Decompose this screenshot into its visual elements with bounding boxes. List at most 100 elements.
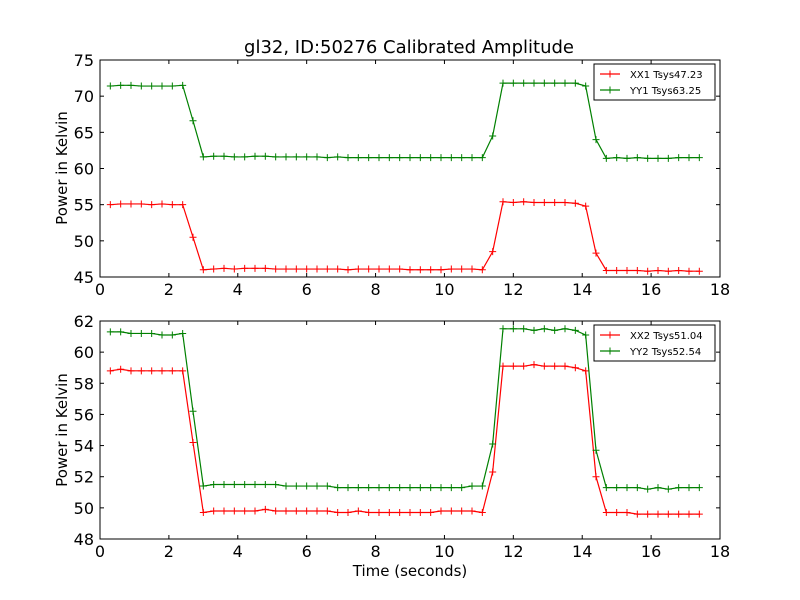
y-axis-label: Power in Kelvin <box>53 111 71 225</box>
data-point <box>323 482 331 490</box>
data-point <box>230 153 238 161</box>
data-point <box>613 266 621 274</box>
data-point <box>282 265 290 273</box>
legend-item: XX1 Tsys47.23 <box>600 70 703 81</box>
data-point <box>416 154 424 162</box>
data-point <box>540 325 548 333</box>
data-point <box>468 482 476 490</box>
data-point <box>520 325 528 333</box>
data-point <box>509 362 517 370</box>
legend-label: XX1 Tsys47.23 <box>630 70 703 81</box>
data-point <box>664 154 672 162</box>
data-point <box>602 509 610 517</box>
data-point <box>199 509 207 517</box>
data-point <box>592 249 600 257</box>
data-point <box>592 446 600 454</box>
data-point <box>478 266 486 274</box>
data-point <box>179 329 187 337</box>
data-point <box>447 154 455 162</box>
legend-marker <box>606 347 614 355</box>
data-point <box>292 482 300 490</box>
series-line <box>110 201 700 272</box>
data-point <box>613 484 621 492</box>
x-tick-label: 12 <box>503 280 523 299</box>
data-point <box>571 79 579 87</box>
data-point <box>385 265 393 273</box>
data-point <box>313 482 321 490</box>
data-point <box>375 484 383 492</box>
data-point <box>437 507 445 515</box>
series-2 <box>106 325 703 493</box>
data-point <box>220 264 228 272</box>
y-tick-label: 50 <box>74 232 94 251</box>
data-point <box>396 265 404 273</box>
data-point <box>334 153 342 161</box>
x-tick-label: 14 <box>572 542 592 561</box>
data-point <box>623 509 631 517</box>
data-point <box>365 484 373 492</box>
data-point <box>551 326 559 334</box>
data-point <box>427 509 435 517</box>
data-point <box>602 154 610 162</box>
data-point <box>313 153 321 161</box>
data-point <box>623 484 631 492</box>
y-tick-label: 75 <box>74 51 94 70</box>
data-point <box>168 82 176 90</box>
data-point <box>489 440 497 448</box>
data-point <box>530 361 538 369</box>
data-point <box>582 367 590 375</box>
x-tick-label: 6 <box>302 542 312 561</box>
legend-label: YY1 Tsys63.25 <box>629 86 701 97</box>
data-point <box>675 510 683 518</box>
data-point <box>220 481 228 488</box>
data-point <box>633 484 641 492</box>
x-tick-label: 2 <box>164 280 174 299</box>
data-point <box>685 510 693 518</box>
data-point <box>354 484 362 492</box>
data-point <box>571 199 579 207</box>
data-point <box>344 484 352 492</box>
data-point <box>137 329 145 337</box>
data-point <box>323 154 331 162</box>
data-point <box>695 154 703 162</box>
data-point <box>437 266 445 274</box>
data-point <box>117 81 125 89</box>
data-point <box>633 154 641 162</box>
data-point <box>127 367 135 375</box>
data-point <box>117 328 125 336</box>
data-point <box>685 484 693 492</box>
data-point <box>303 482 311 490</box>
data-point <box>127 329 135 337</box>
x-tick-label: 4 <box>233 280 243 299</box>
data-point <box>189 233 197 241</box>
x-tick-label: 10 <box>434 280 454 299</box>
data-point <box>468 507 476 515</box>
x-tick-label: 8 <box>370 280 380 299</box>
data-point <box>654 484 662 492</box>
x-tick-label: 8 <box>370 542 380 561</box>
data-point <box>644 485 652 493</box>
data-point <box>509 325 517 333</box>
data-point <box>344 154 352 162</box>
data-point <box>613 509 621 517</box>
data-point <box>416 509 424 517</box>
data-point <box>540 79 548 87</box>
data-point <box>509 79 517 87</box>
data-point <box>272 481 280 488</box>
data-point <box>571 364 579 372</box>
data-point <box>375 154 383 162</box>
data-point <box>675 484 683 492</box>
data-point <box>396 154 404 162</box>
data-point <box>675 266 683 274</box>
data-point <box>499 79 507 87</box>
y-tick-label: 45 <box>74 268 94 287</box>
legend-item: YY1 Tsys63.25 <box>600 86 701 97</box>
data-point <box>478 482 486 490</box>
data-point <box>695 267 703 275</box>
x-tick-label: 6 <box>302 280 312 299</box>
x-tick-label: 12 <box>503 542 523 561</box>
data-point <box>199 482 207 490</box>
data-point <box>602 484 610 492</box>
data-point <box>323 507 331 515</box>
data-point <box>220 507 228 515</box>
